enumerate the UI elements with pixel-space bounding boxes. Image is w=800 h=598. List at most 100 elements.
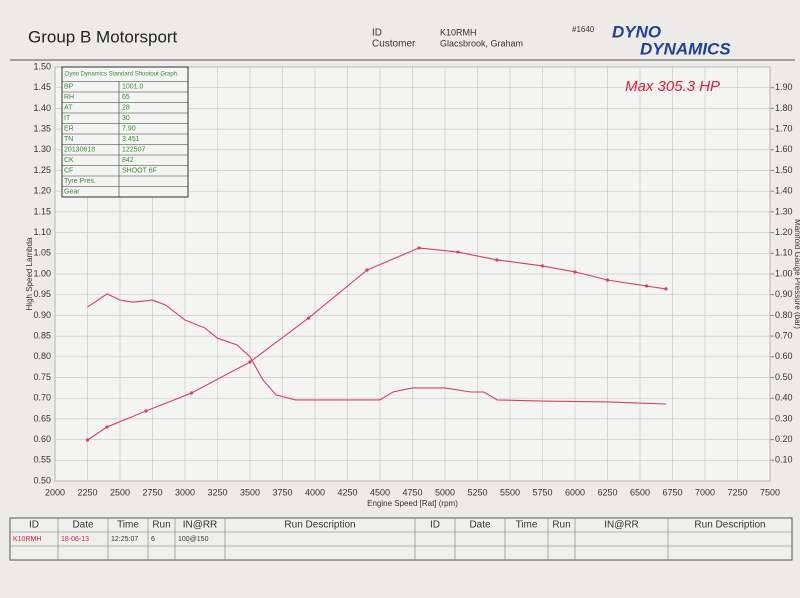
x-tick-label: 2500 (110, 487, 130, 497)
y-tick-label: 0.95 (33, 289, 51, 299)
y2-tick-label: 0.70 (775, 330, 793, 340)
y-tick-label: 0.55 (33, 455, 51, 465)
x-tick-label: 3500 (240, 487, 260, 497)
table-header: IN@RR (183, 520, 218, 531)
x-tick-label: 3000 (175, 487, 195, 497)
table-frame (9, 517, 793, 561)
table-header: Run (152, 520, 170, 531)
y-tick-label: 0.50 (33, 475, 51, 485)
y2-tick-label: 0.20 (775, 434, 793, 444)
point-marker (495, 258, 499, 262)
point-marker (189, 391, 194, 395)
x-tick-label: 5000 (435, 487, 455, 497)
y2-tick-label: 0.80 (775, 310, 793, 320)
y2-tick-label: 0.10 (775, 455, 793, 465)
y-axis-label: High Speed Lambda (25, 237, 34, 310)
y2-tick-label: 1.10 (775, 248, 793, 258)
logo-bottom: DYNAMICS (640, 39, 731, 58)
customer-value: Glacsbrook, Graham (440, 38, 523, 48)
x-tick-label: 7000 (695, 487, 715, 497)
x-tick-label: 7500 (760, 487, 780, 497)
y-tick-label: 1.20 (33, 186, 51, 196)
x-tick-label: 4750 (402, 487, 422, 497)
annotation: Max 305.3 HP (625, 78, 720, 95)
x-tick-label: 4000 (305, 487, 325, 497)
y-tick-label: 1.25 (33, 165, 51, 175)
y2-tick-label: 1.50 (775, 165, 793, 175)
y-tick-label: 1.15 (33, 206, 51, 216)
y2-tick-label: 0.30 (775, 413, 793, 423)
point-marker (306, 316, 311, 320)
y2-tick-label: 0.90 (775, 289, 793, 299)
info-key: CK (64, 157, 74, 164)
point-marker (456, 250, 460, 254)
y-tick-label: 0.90 (33, 310, 51, 320)
table-header: Date (72, 520, 94, 531)
y-tick-label: 0.60 (33, 434, 51, 444)
x-tick-label: 5750 (532, 487, 552, 497)
y-tick-label: 1.30 (33, 144, 51, 154)
info-value: 1001.0 (122, 84, 144, 91)
point-marker (144, 409, 148, 413)
x-tick-label: 6750 (662, 487, 682, 497)
table-cell: 6 (151, 536, 155, 543)
y2-tick-label: 1.00 (775, 268, 793, 278)
point-marker (644, 284, 649, 288)
x-tick-label: 5250 (467, 487, 487, 497)
y-tick-label: 0.70 (33, 393, 51, 403)
y2-tick-label: 1.40 (775, 186, 793, 196)
x-axis-label: Engine Speed [Rat] (rpm) (367, 499, 458, 508)
y2-tick-label: 1.80 (775, 103, 793, 113)
table-header: IN@RR (604, 520, 639, 531)
table-header: Run Description (694, 520, 765, 531)
customer-label: Customer (372, 39, 416, 50)
y2-tick-label: 1.20 (775, 227, 793, 237)
logo-top: DYNO (612, 22, 661, 41)
x-tick-label: 6250 (597, 487, 617, 497)
series-line (87, 293, 667, 405)
x-tick-label: 2000 (45, 487, 65, 497)
y-tick-label: 1.05 (33, 248, 51, 258)
info-key: BP (64, 84, 74, 91)
point-marker (248, 360, 252, 364)
info-value: SHOOT 6F (122, 168, 157, 175)
info-value: 30 (122, 115, 130, 122)
y-tick-label: 0.80 (33, 351, 51, 361)
info-frame (61, 66, 189, 198)
y-tick-label: 1.50 (33, 61, 51, 71)
info-key: IT (64, 115, 71, 122)
info-key: AT (64, 105, 73, 112)
table-header: Run Description (284, 520, 355, 531)
company: Group B Motorsport (28, 27, 178, 46)
table-header: Time (117, 520, 139, 531)
x-tick-label: 7250 (727, 487, 747, 497)
y2-tick-label: 0.60 (775, 351, 793, 361)
point-marker (417, 246, 421, 250)
info-value: 122507 (122, 147, 145, 154)
x-tick-label: 4500 (370, 487, 390, 497)
point-marker (540, 264, 545, 268)
point-marker (664, 287, 668, 291)
y-tick-label: 1.40 (33, 103, 51, 113)
table-cell: 100@150 (178, 536, 209, 543)
x-tick-label: 3250 (207, 487, 227, 497)
y2-tick-label: 1.70 (775, 123, 793, 133)
point-marker (573, 270, 577, 274)
sheet-number: #1640 (572, 25, 595, 34)
table-cell: 18-06-13 (61, 536, 89, 543)
y-tick-label: 1.35 (33, 123, 51, 133)
x-tick-label: 5500 (500, 487, 520, 497)
y2-axis-label: Manifold Gauge Pressure (bar) (793, 219, 800, 329)
y-tick-label: 1.10 (33, 227, 51, 237)
info-key: CF (64, 168, 73, 175)
table-header: ID (430, 520, 440, 531)
run-table: ID Date Time Run IN@RR Run Description ID Date T… (9, 517, 793, 561)
y-tick-label: 0.65 (33, 413, 51, 423)
y-tick-label: 1.45 (33, 82, 51, 92)
table-header: ID (29, 520, 39, 531)
x-tick-label: 6500 (630, 487, 650, 497)
info-value: 65 (122, 94, 130, 101)
info-box: Dyno Dynamics Standard Shootout Graph. BP… (61, 66, 189, 198)
table-header: Date (469, 520, 491, 531)
x-tick-label: 3750 (272, 487, 292, 497)
